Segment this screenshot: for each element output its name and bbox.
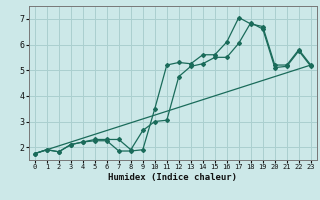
X-axis label: Humidex (Indice chaleur): Humidex (Indice chaleur): [108, 173, 237, 182]
